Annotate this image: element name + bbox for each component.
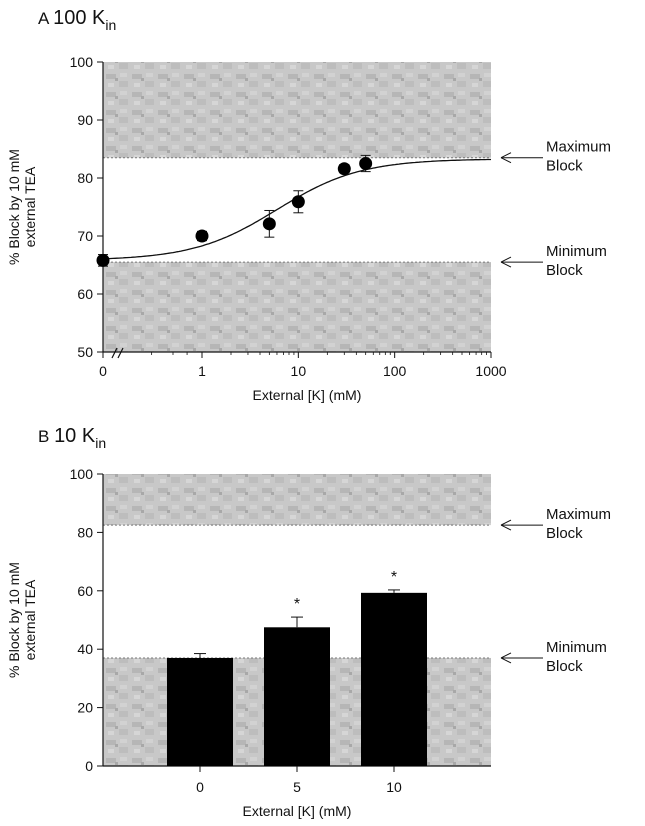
shaded-region (103, 474, 491, 526)
data-point (337, 162, 351, 176)
y-axis-label-line: external TEA (22, 166, 38, 247)
annotation-arrowhead (500, 256, 512, 268)
data-point (291, 195, 305, 209)
y-tick-label: 100 (70, 466, 94, 482)
annotation-arrowhead (500, 652, 512, 664)
y-tick-label: 60 (77, 286, 93, 302)
y-tick-label: 20 (77, 700, 93, 716)
significance-marker: * (294, 596, 300, 613)
annotation-label-line2: Block (546, 525, 583, 542)
x-tick-label: 0 (99, 363, 107, 379)
bar (264, 627, 330, 766)
annotation-label-line2: Block (546, 158, 583, 175)
x-axis-break-mark (111, 347, 124, 359)
y-tick-label: 80 (77, 170, 93, 186)
y-tick-label: 90 (77, 112, 93, 128)
x-tick-label: 100 (383, 363, 407, 379)
significance-marker: * (391, 569, 397, 586)
x-tick-label: 10 (291, 363, 307, 379)
shaded-region (103, 62, 491, 158)
bar (167, 657, 233, 766)
panel-title-main: 10 K (54, 425, 96, 447)
fit-curve (102, 158, 491, 260)
annotation-arrowhead (500, 519, 512, 531)
y-tick-label: 50 (77, 344, 93, 360)
y-axis-label-line: % Block by 10 mM (6, 562, 22, 678)
x-tick-label: 1 (198, 363, 206, 379)
annotation-label-line1: Maximum (546, 139, 611, 156)
data-point (96, 253, 110, 267)
shaded-region (103, 262, 491, 352)
x-tick-label: 0 (196, 779, 204, 795)
panel-b: 0 20 40 60 80 100 0 5 * 10 * External [K] (mM) B 10 … (6, 425, 611, 819)
y-axis-label-line: % Block by 10 mM (6, 149, 22, 265)
y-axis-label: % Block by 10 mMexternal TEA (6, 149, 38, 265)
annotation-label-line1: Minimum (546, 639, 607, 656)
bar (361, 592, 427, 766)
y-tick-label: 80 (77, 524, 93, 540)
annotation-label-line2: Block (546, 658, 583, 675)
x-tick-label: 5 (293, 779, 301, 795)
panel-letter: A (38, 9, 53, 28)
data-point (359, 157, 373, 170)
annotation-label-line2: Block (546, 262, 583, 279)
panel-title: A 100 Kin (38, 7, 116, 33)
panel-title-main: 100 K (53, 7, 106, 29)
panel-letter: B (38, 427, 54, 446)
y-tick-label: 70 (77, 228, 93, 244)
annotation-label-line1: Minimum (546, 243, 607, 260)
x-axis-label: External [K] (mM) (243, 803, 352, 819)
y-tick-label: 60 (77, 583, 93, 599)
panel-title-subscript: in (105, 17, 116, 33)
panel-title: B 10 Kin (38, 425, 106, 451)
x-tick-label: 1000 (475, 363, 506, 379)
x-axis-label: External [K] (mM) (253, 387, 362, 403)
data-point (195, 229, 209, 243)
data-point (262, 217, 276, 231)
x-tick-label: 10 (386, 779, 402, 795)
annotation-label-line1: Maximum (546, 506, 611, 523)
y-axis-label: % Block by 10 mMexternal TEA (6, 562, 38, 678)
annotation-arrowhead (500, 152, 512, 164)
y-tick-label: 0 (85, 758, 93, 774)
y-tick-label: 100 (70, 54, 94, 70)
y-tick-label: 40 (77, 641, 93, 657)
y-axis-label-line: external TEA (22, 579, 38, 660)
panel-title-subscript: in (95, 435, 106, 451)
